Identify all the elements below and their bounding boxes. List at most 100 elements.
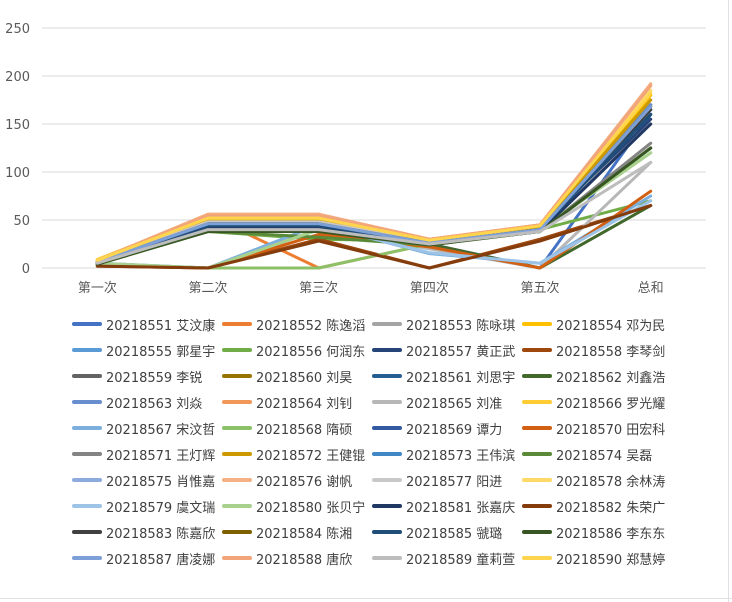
legend-item: 20218565 刘准 (372, 392, 502, 412)
legend-swatch (222, 556, 252, 560)
legend-label: 20218586 李东东 (556, 526, 666, 542)
legend-swatch (372, 322, 402, 326)
legend-label: 20218565 刘准 (406, 396, 503, 412)
legend-swatch (372, 374, 402, 378)
legend-item: 20218585 虢璐 (372, 522, 502, 542)
legend-swatch (72, 400, 102, 404)
legend-label: 20218567 宋汶哲 (106, 422, 216, 438)
legend-item: 20218587 唐凌娜 (72, 548, 215, 568)
legend-label: 20218564 刘钊 (256, 396, 353, 412)
legend-label: 20218552 陈逸滔 (256, 318, 366, 334)
legend-label: 20218574 吴磊 (556, 448, 653, 464)
legend-swatch (222, 530, 252, 534)
legend-item: 20218576 谢帆 (222, 470, 352, 490)
legend-item: 20218571 王灯辉 (72, 444, 215, 464)
legend-swatch (222, 400, 252, 404)
legend-item: 20218562 刘鑫浩 (522, 366, 665, 386)
legend-swatch (372, 400, 402, 404)
legend-swatch (522, 556, 552, 560)
legend-item: 20218584 陈湘 (222, 522, 352, 542)
x-tick-label: 第三次 (299, 280, 338, 296)
legend-item: 20218552 陈逸滔 (222, 314, 365, 334)
legend-label: 20218554 邓为民 (556, 318, 666, 334)
legend-swatch (72, 348, 102, 352)
legend-label: 20218590 郑慧婷 (556, 552, 666, 568)
legend-item: 20218583 陈嘉欣 (72, 522, 215, 542)
legend-item: 20218572 王健锟 (222, 444, 365, 464)
y-tick-label: 150 (5, 118, 30, 133)
legend-item: 20218563 刘焱 (72, 392, 202, 412)
gridlines (42, 27, 706, 269)
legend-swatch (222, 348, 252, 352)
legend-item: 20218575 肖惟嘉 (72, 470, 215, 490)
legend-swatch (72, 452, 102, 456)
y-tick-label: 100 (5, 166, 30, 181)
legend-swatch (72, 504, 102, 508)
legend-item: 20218568 隋硕 (222, 418, 352, 438)
legend-item: 20218579 虞文瑞 (72, 496, 215, 516)
legend-swatch (72, 426, 102, 430)
y-tick-label: 200 (5, 70, 30, 85)
legend-swatch (522, 322, 552, 326)
legend-item: 20218578 余林涛 (522, 470, 665, 490)
legend-item: 20218566 罗光耀 (522, 392, 665, 412)
legend-item: 20218559 李锐 (72, 366, 202, 386)
legend-label: 20218560 刘昊 (256, 370, 353, 386)
legend-item: 20218581 张嘉庆 (372, 496, 515, 516)
legend-item: 20218567 宋汶哲 (72, 418, 215, 438)
legend-swatch (522, 348, 552, 352)
legend-label: 20218580 张贝宁 (256, 500, 366, 516)
x-tick-label: 第一次 (78, 280, 117, 296)
x-axis-ticks: 第一次 第二次 第三次 第四次 第五次 总和 (78, 280, 664, 296)
legend-label: 20218573 王伟滨 (406, 448, 516, 464)
legend-item: 20218557 黄正武 (372, 340, 515, 360)
legend-label: 20218556 何润东 (256, 344, 366, 360)
legend-item: 20218560 刘昊 (222, 366, 352, 386)
legend-swatch (372, 556, 402, 560)
legend-swatch (222, 504, 252, 508)
legend-swatch (372, 348, 402, 352)
legend-swatch (372, 478, 402, 482)
series-lines (95, 82, 653, 270)
legend-label: 20218568 隋硕 (256, 422, 353, 438)
legend-swatch (522, 400, 552, 404)
legend-label: 20218578 余林涛 (556, 474, 666, 490)
legend-item: 20218556 何润东 (222, 340, 365, 360)
x-tick-label: 总和 (638, 281, 664, 296)
legend-label: 20218551 艾汶康 (106, 318, 216, 334)
legend-swatch (72, 530, 102, 534)
legend-swatch (522, 374, 552, 378)
legend-item: 20218573 王伟滨 (372, 444, 515, 464)
legend-item: 20218574 吴磊 (522, 444, 652, 464)
legend-label: 20218569 谭力 (406, 422, 503, 438)
legend-label: 20218588 唐欣 (256, 552, 353, 568)
legend-swatch (522, 426, 552, 430)
legend-label: 20218587 唐凌娜 (106, 552, 216, 568)
legend-swatch (72, 374, 102, 378)
legend-item: 20218554 邓为民 (522, 314, 665, 334)
legend-item: 20218586 李东东 (522, 522, 665, 542)
legend-swatch (372, 452, 402, 456)
legend-item: 20218569 谭力 (372, 418, 502, 438)
legend-item: 20218570 田宏科 (522, 418, 665, 438)
series-line (95, 204, 653, 270)
legend-label: 20218563 刘焱 (106, 396, 203, 412)
legend-label: 20218585 虢璐 (406, 526, 503, 542)
legend-swatch (522, 452, 552, 456)
legend-swatch (72, 322, 102, 326)
legend-swatch (372, 426, 402, 430)
legend-label: 20218583 陈嘉欣 (106, 526, 216, 542)
legend-label: 20218555 郭星宇 (106, 344, 216, 360)
legend-label: 20218575 肖惟嘉 (106, 474, 216, 490)
legend-item: 20218551 艾汶康 (72, 314, 215, 334)
legend-label: 20218562 刘鑫浩 (556, 370, 666, 386)
legend-swatch (222, 478, 252, 482)
legend-label: 20218561 刘思宇 (406, 370, 516, 386)
legend-label: 20218576 谢帆 (256, 474, 353, 490)
legend-swatch (72, 556, 102, 560)
y-tick-label: 250 (5, 22, 30, 37)
x-tick-label: 第四次 (410, 280, 449, 296)
legend-swatch (372, 504, 402, 508)
legend-swatch (372, 530, 402, 534)
